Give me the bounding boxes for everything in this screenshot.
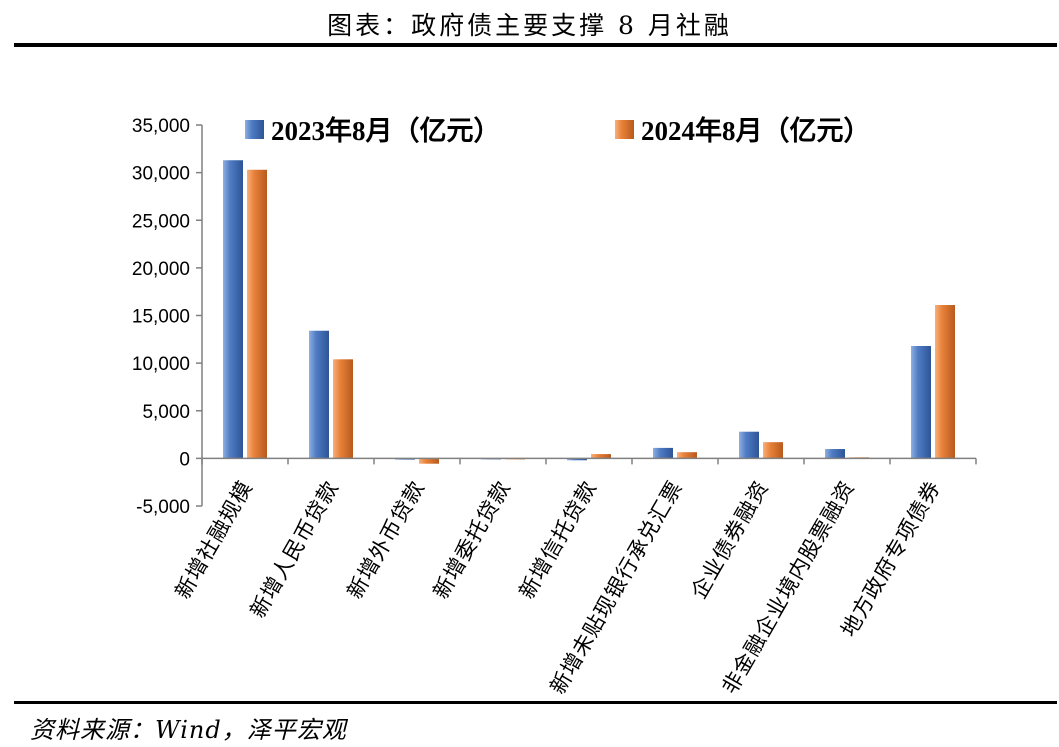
chart-title: 图表：政府债主要支撑 8 月社融	[327, 11, 732, 40]
legend-swatch	[245, 120, 264, 139]
bottom-rule	[14, 701, 1057, 704]
y-tick-label: 5,000	[142, 402, 190, 423]
x-tick-label: 新增信托贷款	[515, 477, 602, 603]
top-rule	[14, 43, 1057, 47]
y-tick-label: -5,000	[136, 497, 190, 518]
x-tick-label: 新增外币贷款	[343, 477, 430, 603]
bar	[911, 345, 931, 459]
bar	[825, 449, 845, 459]
x-tick-label: 企业债券融资	[687, 477, 774, 603]
bar	[763, 442, 783, 459]
legend-swatch	[615, 120, 634, 139]
bar	[935, 305, 955, 459]
y-tick-label: 35,000	[132, 116, 190, 137]
bar	[247, 169, 267, 459]
bar	[223, 160, 243, 459]
legend-label: 2024年8月（亿元）	[641, 115, 871, 146]
x-tick-label: 地方政府专项债券	[837, 477, 946, 641]
bar	[653, 447, 673, 459]
bar	[591, 454, 611, 459]
y-tick-label: 15,000	[132, 307, 190, 328]
y-tick-label: 30,000	[132, 164, 190, 185]
legend-label: 2023年8月（亿元）	[271, 115, 501, 146]
bar-chart: -5,000 0 5,000 10,000 15,000 20,000 25,000 30,0…	[132, 115, 977, 698]
source-note: 资料来源：Wind，泽平宏观	[30, 716, 347, 744]
y-tick-label: 20,000	[132, 259, 190, 280]
bar	[309, 330, 329, 459]
bar	[333, 359, 353, 459]
bar	[739, 431, 759, 459]
x-tick-label: 新增人民币贷款	[246, 477, 344, 622]
y-tick-label: 0	[179, 449, 190, 470]
y-tick-label: 10,000	[132, 354, 190, 375]
bars	[223, 160, 955, 464]
bar	[567, 458, 587, 461]
bar	[419, 458, 439, 464]
legend: 2023年8月（亿元） 2024年8月（亿元）	[245, 115, 871, 146]
x-tick-label: 新增社融规模	[171, 477, 258, 603]
x-tick-label: 新增委托贷款	[429, 477, 516, 603]
y-tick-label: 25,000	[132, 211, 190, 232]
y-axis: -5,000 0 5,000 10,000 15,000 20,000 25,000 30,0…	[132, 116, 203, 518]
bar	[677, 452, 697, 459]
